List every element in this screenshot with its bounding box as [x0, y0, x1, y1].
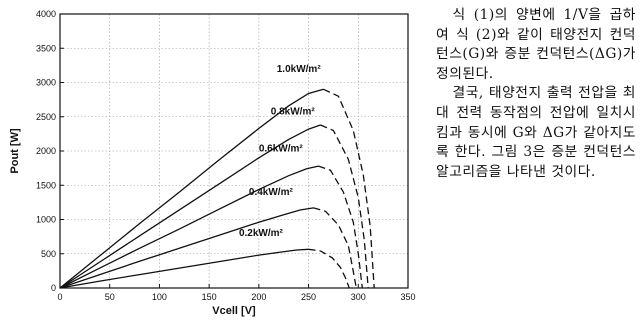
- series-label-2: 0.8kW/m²: [271, 107, 316, 118]
- series-group: 1.0kW/m² 0.8kW/m² 0.6kW/m² 0.4kW/m² 0.2kW/m²: [59, 64, 375, 289]
- body-text-column: 식 (1)의 양변에 1/V을 곱하여 식 (2)와 같이 태양전지 컨덕턴스(…: [436, 6, 636, 182]
- series-label-1: 1.0kW/m²: [277, 64, 322, 75]
- series-line-dashed-4: [313, 207, 357, 289]
- series-line-1: [59, 88, 324, 289]
- x-tick-label: 150: [202, 292, 217, 302]
- series-label-3: 0.6kW/m²: [259, 144, 304, 155]
- series-line-3: [59, 165, 319, 289]
- x-tick-label: 250: [301, 292, 316, 302]
- y-tick-label: 4000: [36, 9, 56, 19]
- y-tick-label: 0: [51, 283, 56, 293]
- paragraph-2: 결국, 태양전지 출력 전압을 최대 전력 동작점의 전압에 일치시킴과 동시에…: [436, 84, 636, 182]
- y-tick-label: 3000: [36, 78, 56, 88]
- pv-power-voltage-chart: 0 50 100 150 200 250 300 3500500100015002000250…: [9, 9, 416, 317]
- y-axis-title: Pout [W]: [9, 128, 21, 174]
- series-line-2: [59, 124, 321, 289]
- series-line-dashed-3: [318, 165, 363, 289]
- axis-ticks: 0 50 100 150 200 250 300 3500500100015002000250…: [36, 9, 416, 302]
- plot-frame: [59, 13, 409, 289]
- y-tick-label: 2500: [36, 112, 56, 122]
- series-label-4: 0.4kW/m²: [249, 187, 294, 198]
- paragraph-2-text: 결국, 태양전지 출력 전압을 최대 전력 동작점의 전압에 일치시킴과 동시에…: [436, 85, 636, 180]
- y-tick-label: 1500: [36, 180, 56, 190]
- series-label-5: 0.2kW/m²: [239, 228, 284, 239]
- paragraph-1: 식 (1)의 양변에 1/V을 곱하여 식 (2)와 같이 태양전지 컨덕턴스(…: [436, 6, 636, 84]
- y-tick-label: 2000: [36, 146, 56, 156]
- x-tick-label: 0: [57, 292, 62, 302]
- x-tick-label: 200: [251, 292, 266, 302]
- series-line-4: [59, 207, 314, 289]
- y-tick-label: 1000: [36, 215, 56, 225]
- y-tick-label: 3500: [36, 43, 56, 53]
- x-tick-label: 50: [105, 292, 115, 302]
- x-tick-label: 300: [351, 292, 366, 302]
- series-line-dashed-1: [323, 88, 375, 289]
- series-line-dashed-5: [308, 248, 350, 289]
- series-line-5: [59, 248, 309, 289]
- x-axis-title: Vcell [V]: [212, 305, 256, 317]
- x-tick-label: 100: [152, 292, 167, 302]
- paragraph-1-text: 식 (1)의 양변에 1/V을 곱하여 식 (2)와 같이 태양전지 컨덕턴스(…: [436, 7, 636, 82]
- chart-grid: [59, 13, 409, 289]
- y-tick-label: 500: [41, 249, 56, 259]
- series-line-dashed-2: [320, 124, 369, 289]
- x-tick-label: 350: [400, 292, 415, 302]
